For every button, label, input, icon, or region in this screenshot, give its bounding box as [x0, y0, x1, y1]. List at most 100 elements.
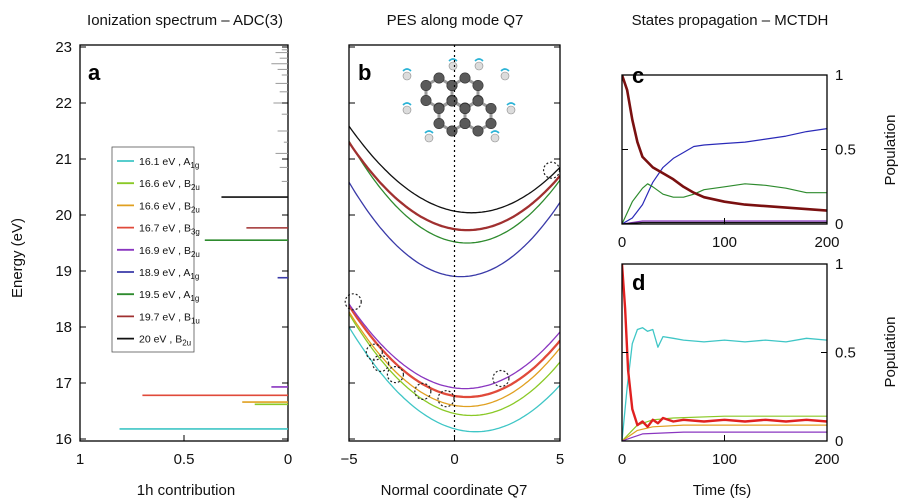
molecule-illustration	[402, 58, 516, 143]
legend-entry: 16.7 eV , B3g	[139, 223, 200, 237]
panel-a-ytick-label: 22	[55, 95, 72, 112]
crossing-marker	[414, 382, 432, 400]
crossing-marker	[386, 366, 405, 384]
panel-d-ylabel: Population	[882, 317, 898, 388]
panel-c-xtick-label: 0	[618, 234, 626, 251]
panel-a-xtick-label: 0	[284, 451, 292, 468]
population-line	[622, 75, 827, 212]
panel-d-xtick-label: 0	[618, 451, 626, 468]
panel-a-title: Ionization spectrum – ADC(3)	[87, 12, 283, 29]
panel-b-xtick-label: −5	[340, 451, 357, 468]
legend-entry: 19.7 eV , B1u	[139, 311, 200, 325]
carbon-atom	[433, 103, 445, 115]
orbital-lobe	[490, 130, 500, 134]
orbital-lobe	[402, 102, 412, 106]
panel-d-series	[622, 264, 827, 441]
pes-curve	[349, 326, 560, 433]
panel-d-letter: d	[632, 270, 645, 295]
panel-d-xtick-label: 100	[712, 451, 737, 468]
orbital-lobe	[474, 58, 484, 62]
pes-curve	[349, 125, 560, 214]
panel-c-ytick-label: 0	[835, 216, 843, 233]
pes-curve	[349, 313, 560, 417]
panel-a-ytick-label: 17	[55, 375, 72, 392]
orbital-lobe	[500, 68, 510, 72]
legend-entry: 16.9 eV , B2u	[139, 245, 200, 259]
population-line	[622, 424, 827, 441]
crossing-marker	[344, 293, 362, 311]
crossing-marker	[492, 369, 510, 388]
crossing-marker	[365, 343, 383, 361]
panel-c-xtick-label: 200	[814, 234, 839, 251]
hydrogen-atom	[402, 105, 412, 115]
panel-c-ytick-label: 0.5	[835, 142, 856, 159]
panel-c-ytick-label: 1	[835, 67, 843, 84]
carbon-atom	[485, 118, 497, 130]
hydrogen-atom	[424, 133, 434, 143]
panel-a-ytick-label: 21	[55, 151, 72, 168]
panel-b-xtick-label: 0	[450, 451, 458, 468]
carbon-atom	[459, 118, 471, 130]
carbon-atom	[472, 80, 484, 92]
population-line	[622, 128, 827, 224]
legend-entry: 16.6 eV , B2u	[139, 178, 200, 192]
legend: 16.1 eV , A1g 16.6 eV , B2u 16.6 eV , B2u 1…	[111, 146, 200, 353]
panel-a-ytick-label: 20	[55, 207, 72, 224]
legend-entry: 19.5 eV , A1g	[139, 289, 199, 303]
panel-b-xlabel: Normal coordinate Q7	[381, 482, 528, 499]
legend-entry: 20 eV , B2u	[139, 334, 191, 348]
hydrogen-atom	[402, 71, 412, 81]
orbital-lobe	[506, 102, 516, 106]
carbon-atom	[446, 125, 458, 137]
population-line	[622, 220, 827, 224]
panel-d-ytick-label: 1	[835, 256, 843, 273]
crossing-marker	[372, 354, 390, 372]
panel-a-ytick-label: 19	[55, 263, 72, 280]
carbon-atom	[420, 80, 432, 92]
population-line	[622, 264, 827, 428]
panel-d-ytick-label: 0.5	[835, 345, 856, 362]
population-line	[622, 327, 827, 441]
panel-d-ytick-label: 0	[835, 433, 843, 450]
hydrogen-atom	[506, 105, 516, 115]
pes-curve	[349, 303, 560, 390]
carbon-atom	[459, 103, 471, 115]
panel-c-ylabel: Population	[882, 115, 898, 186]
carbon-atom	[433, 118, 445, 130]
panel-a-xlabel: 1h contribution	[137, 482, 235, 499]
panel-b-plot: −5 0 5	[340, 44, 564, 468]
orbital-lobe	[448, 58, 458, 62]
panel-b-title: PES along mode Q7	[387, 12, 524, 29]
legend-entry: 16.1 eV , A1g	[139, 156, 199, 170]
panel-c-xtick-label: 100	[712, 234, 737, 251]
panel-a-ytick-label: 16	[55, 431, 72, 448]
carbon-atom	[420, 95, 432, 107]
population-line	[622, 221, 827, 224]
hydrogen-atom	[490, 133, 500, 143]
carbon-atom	[446, 95, 458, 107]
hydrogen-atom	[500, 71, 510, 81]
carbon-atom	[472, 125, 484, 137]
panel-d-xlabel: Time (fs)	[693, 482, 752, 499]
panel-a-ylabel: Energy (eV)	[9, 218, 26, 298]
panel-b-letter: b	[358, 60, 371, 85]
legend-entry: 18.9 eV , A1g	[139, 267, 199, 281]
hydrogen-atom	[448, 61, 458, 71]
panel-a-xtick-label: 1	[76, 451, 84, 468]
panel-a-letter: a	[88, 60, 101, 85]
panel-a-ytick-label: 23	[55, 39, 72, 56]
panel-c-title: States propagation – MCTDH	[632, 12, 829, 29]
panel-d-frame	[621, 263, 828, 442]
population-line	[622, 183, 827, 224]
panel-a-ytick-label: 18	[55, 319, 72, 336]
legend-entry: 16.6 eV , B2u	[139, 200, 200, 214]
carbon-atom	[485, 103, 497, 115]
panel-b-xtick-label: 5	[556, 451, 564, 468]
carbon-atom	[459, 72, 471, 84]
panel-d-xtick-label: 200	[814, 451, 839, 468]
orbital-lobe	[424, 130, 434, 134]
panel-a-plot: 1 0.5 0 16 17 18 19 20 21 22 23	[55, 39, 292, 468]
